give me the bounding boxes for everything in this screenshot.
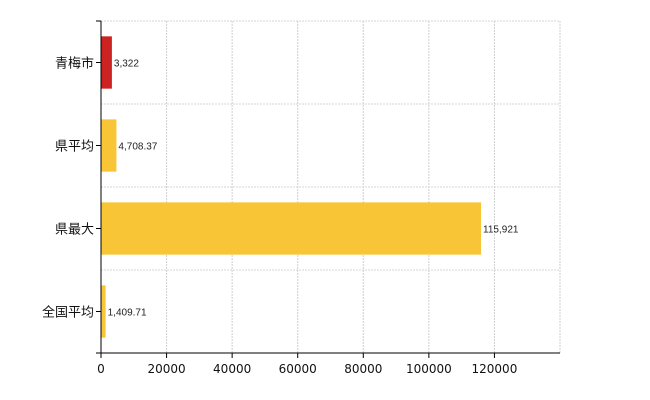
data-label: 4,708.37 xyxy=(118,142,157,153)
x-tick-label: 40000 xyxy=(213,362,251,376)
grid-lines xyxy=(101,20,561,354)
bars xyxy=(101,36,482,338)
x-tick-label: 0 xyxy=(97,362,105,376)
x-tick-label: 20000 xyxy=(147,362,185,376)
category-label: 県最大 xyxy=(55,223,94,238)
bar xyxy=(101,202,482,255)
data-label: 3,322 xyxy=(114,59,139,70)
x-axis-ticks: 0 20000 40000 60000 80000 100000 120000 xyxy=(97,353,517,376)
x-tick-label: 120000 xyxy=(472,362,518,376)
category-label: 全国平均 xyxy=(42,305,94,321)
bar xyxy=(101,36,112,89)
x-tick-label: 100000 xyxy=(406,362,452,376)
category-label: 青梅市 xyxy=(55,56,94,72)
category-label: 県平均 xyxy=(55,140,94,155)
x-tick-label: 60000 xyxy=(279,362,317,376)
bar xyxy=(101,285,106,338)
bar xyxy=(101,119,117,172)
x-tick-label: 80000 xyxy=(344,362,382,376)
axes xyxy=(96,20,560,354)
data-label: 1,409.71 xyxy=(108,308,147,319)
data-label: 115,921 xyxy=(483,225,519,236)
value-labels: 3,322 4,708.37 115,921 1,409.71 xyxy=(108,59,519,319)
